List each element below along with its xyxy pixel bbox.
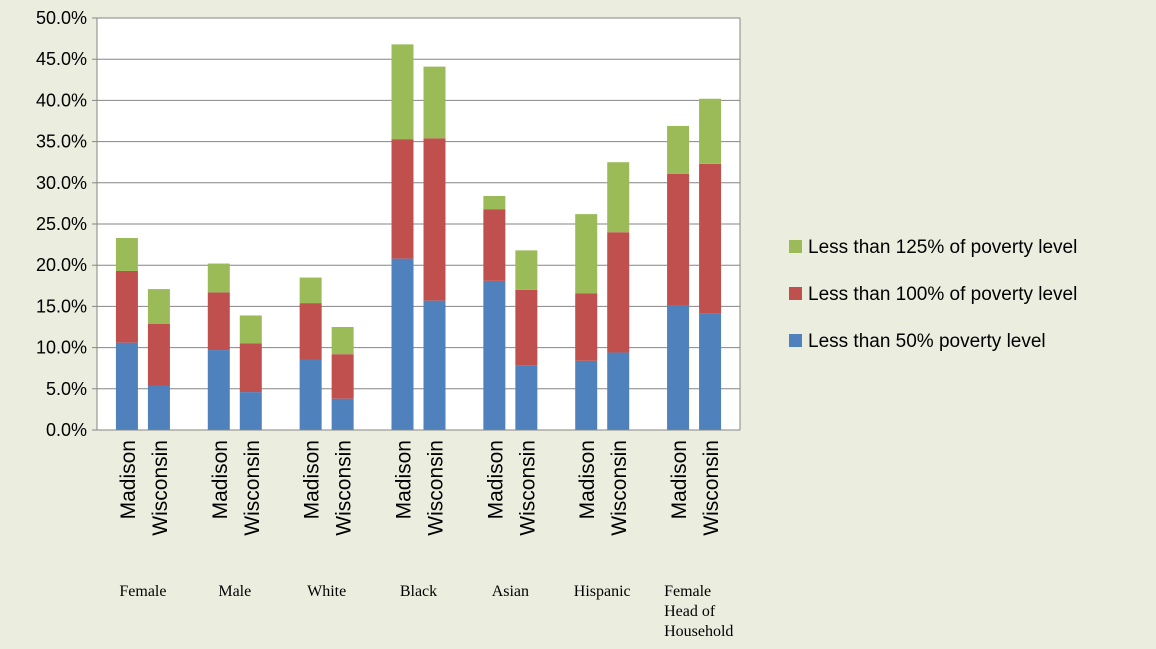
y-tick-label: 15.0% — [36, 296, 87, 316]
bar-category-label: Wisconsin — [333, 440, 356, 536]
y-tick-label: 20.0% — [36, 255, 87, 275]
bar-segment-less-than-100-of-poverty-level — [515, 289, 538, 366]
bar-segment-less-than-50-poverty-level — [391, 258, 414, 430]
y-tick-label: 0.0% — [46, 420, 87, 440]
bar-segment-less-than-50-poverty-level — [115, 342, 138, 430]
bar-segment-less-than-50-poverty-level — [515, 365, 538, 430]
group-label: Male — [218, 583, 251, 600]
x-axis-group-labels: Female Male White Black Asian Hispanic Female H… — [119, 583, 733, 640]
legend: Less than 125% of poverty level Less than… — [789, 237, 1077, 352]
legend-swatch — [789, 240, 802, 253]
bar-segment-less-than-125-of-poverty-level — [207, 263, 230, 293]
bar-category-label: Madison — [301, 440, 324, 519]
group-label-line: Household — [664, 623, 733, 640]
bar-segment-less-than-50-poverty-level — [239, 392, 262, 430]
bar-category-label: Wisconsin — [516, 440, 539, 536]
bar-category-label: Madison — [209, 440, 232, 519]
bar-segment-less-than-100-of-poverty-level — [391, 139, 414, 259]
bar-segment-less-than-50-poverty-level — [699, 313, 722, 430]
bar-category-label: Wisconsin — [149, 440, 172, 536]
y-tick-label: 40.0% — [36, 90, 87, 110]
x-axis-bar-labels: Madison Wisconsin Madison Wisconsin Madison W… — [117, 440, 723, 536]
bar-segment-less-than-125-of-poverty-level — [699, 98, 722, 164]
group-label: White — [307, 583, 346, 600]
group-label-line: Female — [664, 583, 711, 600]
gridlines — [92, 17, 740, 431]
bar-segment-less-than-100-of-poverty-level — [575, 293, 598, 361]
bar-segment-less-than-125-of-poverty-level — [391, 44, 414, 140]
group-label: Female — [119, 583, 166, 600]
bar-segment-less-than-50-poverty-level — [575, 360, 598, 430]
bar-segment-less-than-100-of-poverty-level — [423, 138, 446, 301]
bar-category-label: Madison — [393, 440, 416, 519]
bar-segment-less-than-125-of-poverty-level — [667, 125, 690, 174]
bar-segment-less-than-125-of-poverty-level — [299, 277, 322, 304]
y-tick-label: 5.0% — [46, 379, 87, 399]
bar-segment-less-than-100-of-poverty-level — [115, 270, 138, 343]
y-tick-label: 45.0% — [36, 49, 87, 69]
bar-segment-less-than-50-poverty-level — [299, 359, 322, 430]
bar-segment-less-than-50-poverty-level — [667, 305, 690, 430]
legend-label: Less than 125% of poverty level — [808, 237, 1077, 258]
bar-category-label: Madison — [576, 440, 599, 519]
group-label-line: Head of — [664, 603, 716, 620]
bar-segment-less-than-125-of-poverty-level — [575, 214, 598, 294]
bars — [115, 44, 722, 430]
bar-segment-less-than-125-of-poverty-level — [115, 238, 138, 271]
legend-swatch — [789, 334, 802, 347]
y-tick-label: 50.0% — [36, 8, 87, 28]
bar-segment-less-than-125-of-poverty-level — [331, 327, 354, 355]
bar-segment-less-than-100-of-poverty-level — [607, 232, 630, 353]
bar-segment-less-than-100-of-poverty-level — [483, 209, 506, 281]
bar-segment-less-than-100-of-poverty-level — [239, 343, 262, 393]
axes — [96, 18, 741, 431]
bar-segment-less-than-50-poverty-level — [423, 300, 446, 430]
y-tick-label: 35.0% — [36, 132, 87, 152]
bar-segment-less-than-50-poverty-level — [483, 280, 506, 430]
bar-category-label: Madison — [668, 440, 691, 519]
legend-label: Less than 100% of poverty level — [808, 284, 1077, 305]
bar-segment-less-than-100-of-poverty-level — [699, 163, 722, 314]
group-label: Asian — [492, 583, 529, 600]
bar-segment-less-than-125-of-poverty-level — [483, 195, 506, 210]
group-label: Hispanic — [574, 583, 631, 600]
bar-segment-less-than-100-of-poverty-level — [147, 323, 170, 386]
bar-category-label: Madison — [484, 440, 507, 519]
bar-category-label: Wisconsin — [700, 440, 723, 536]
legend-label: Less than 50% poverty level — [808, 331, 1046, 352]
bar-segment-less-than-100-of-poverty-level — [299, 303, 322, 360]
y-tick-label: 10.0% — [36, 338, 87, 358]
bar-category-label: Wisconsin — [608, 440, 631, 536]
bar-segment-less-than-125-of-poverty-level — [423, 66, 446, 139]
y-tick-label: 25.0% — [36, 214, 87, 234]
legend-swatch — [789, 287, 802, 300]
bar-segment-less-than-125-of-poverty-level — [607, 162, 630, 233]
bar-segment-less-than-100-of-poverty-level — [331, 354, 354, 399]
y-tick-label: 30.0% — [36, 173, 87, 193]
bar-segment-less-than-50-poverty-level — [607, 352, 630, 430]
group-label: Female Head of Household — [664, 583, 733, 640]
bar-category-label: Wisconsin — [425, 440, 448, 536]
bar-segment-less-than-50-poverty-level — [207, 350, 230, 430]
bar-segment-less-than-125-of-poverty-level — [239, 315, 262, 344]
y-axis-tick-labels: 0.0% 5.0% 10.0% 15.0% 20.0% 25.0% 30.0% 35.0% 40… — [36, 8, 87, 440]
group-label: Black — [400, 583, 437, 600]
bar-segment-less-than-50-poverty-level — [331, 398, 354, 430]
bar-category-label: Madison — [117, 440, 140, 519]
bar-category-label: Wisconsin — [241, 440, 264, 536]
bar-segment-less-than-100-of-poverty-level — [207, 292, 230, 351]
bar-segment-less-than-100-of-poverty-level — [667, 173, 690, 306]
bar-segment-less-than-125-of-poverty-level — [515, 250, 538, 290]
bar-segment-less-than-50-poverty-level — [147, 385, 170, 430]
bar-segment-less-than-125-of-poverty-level — [147, 289, 170, 324]
